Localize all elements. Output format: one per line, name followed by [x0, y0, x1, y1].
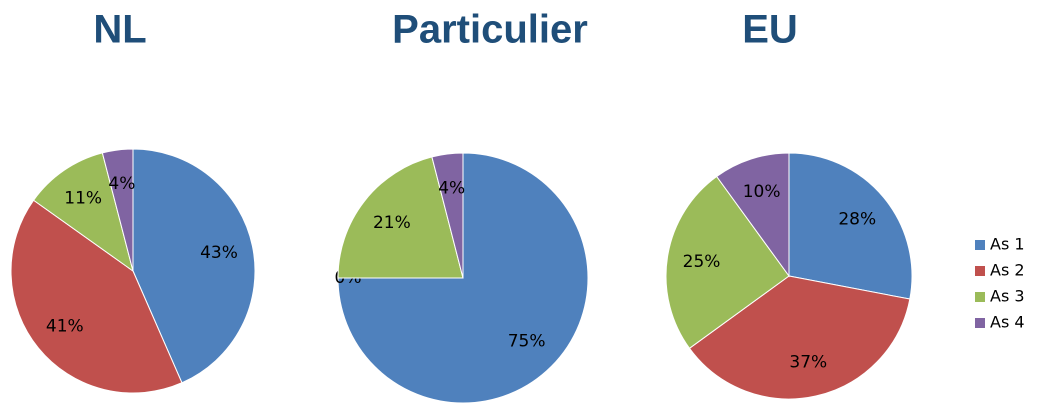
pie-slice	[431, 152, 464, 279]
legend-swatch	[975, 318, 985, 328]
chart-title: NL	[93, 8, 146, 52]
data-label: 25%	[683, 252, 721, 272]
data-label: 4%	[438, 179, 465, 199]
pie-slice	[337, 152, 589, 403]
data-label: 28%	[838, 210, 876, 230]
chart-title: Particulier	[392, 8, 588, 52]
data-label: 10%	[743, 182, 781, 202]
legend-label: As 2	[990, 261, 1025, 280]
chart-title: EU	[742, 8, 798, 52]
pie-slice	[688, 275, 911, 400]
pie-slice	[337, 156, 464, 279]
pie-slice	[716, 152, 790, 278]
data-label: 75%	[508, 332, 546, 352]
pie-slice	[10, 199, 183, 394]
legend-swatch	[975, 266, 985, 276]
legend-swatch	[975, 240, 985, 250]
pie-slice	[101, 148, 134, 272]
pie-slice	[132, 148, 256, 384]
legend-swatch	[975, 292, 985, 302]
legend-label: As 3	[990, 287, 1025, 306]
legend-label: As 4	[990, 313, 1025, 332]
data-label: 4%	[108, 174, 135, 194]
data-label: 21%	[373, 213, 411, 233]
pie-slice	[788, 152, 913, 300]
data-label: 11%	[64, 189, 102, 209]
data-label: 43%	[200, 243, 238, 263]
pie-slice	[665, 175, 790, 349]
data-label: 37%	[789, 352, 827, 372]
pie-slice	[32, 152, 134, 273]
data-label: 41%	[46, 316, 84, 336]
legend-label: As 1	[990, 235, 1025, 254]
